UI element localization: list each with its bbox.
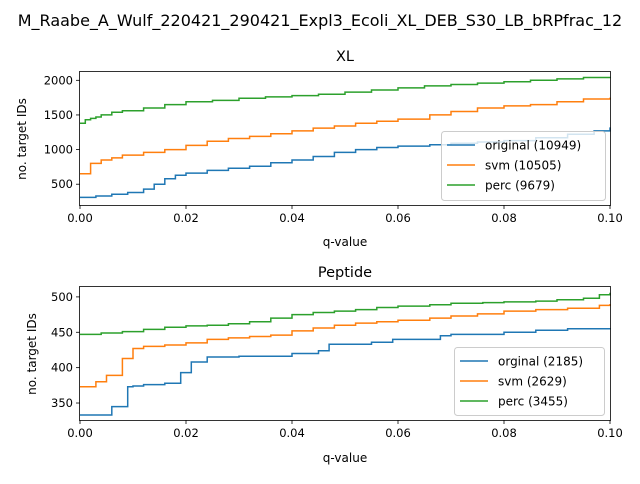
peptide-x-axis-label: q-value [323,451,367,465]
xl-ticks: 0.00 0.02 0.04 0.06 0.08 0.10 500 1000 1500 2000 [44,73,623,225]
xl-title: XL [336,49,354,65]
peptide-legend-label-perc: perc (3455) [498,395,568,409]
xl-x-tick-label: 0.06 [385,211,411,225]
peptide-x-tick-label: 0.08 [491,426,517,440]
xl-panel: XL 0.00 0.02 0.04 0.06 0.08 0.10 500 1000 1500 20… [15,49,623,249]
peptide-x-tick-label: 0.10 [597,426,623,440]
peptide-x-tick-label: 0.06 [385,426,411,440]
peptide-y-axis-label: no. target IDs [25,313,39,395]
peptide-series-line-svm [80,304,611,388]
xl-legend-box [441,131,606,201]
xl-x-tick-label: 0.08 [491,211,517,225]
peptide-legend: orginal (2185) svm (2629) perc (3455) [454,347,605,416]
peptide-series-line-original [80,327,611,416]
peptide-x-tick-label: 0.04 [279,426,305,440]
peptide-series-line-perc [80,292,611,336]
peptide-panel: Peptide 0.00 0.02 0.04 0.06 0.08 0.10 350 400 45… [25,265,623,465]
figure-title: M_Raabe_A_Wulf_220421_290421_Expl3_Ecoli… [18,11,622,31]
peptide-x-tick-label: 0.02 [173,426,199,440]
peptide-legend-box [454,347,605,416]
xl-legend-label-original: original (10949) [485,139,581,153]
xl-legend-label-perc: perc (9679) [485,179,555,193]
peptide-series-lines [80,292,611,416]
peptide-y-tick-label: 350 [51,396,73,410]
xl-axes-frame [79,71,611,206]
peptide-title: Peptide [318,265,372,281]
peptide-y-tick-label: 500 [51,290,73,304]
xl-y-tick-label: 1500 [44,108,73,122]
xl-x-tick-label: 0.02 [173,211,199,225]
xl-series-line-svm [80,97,611,175]
xl-x-tick-label: 0.04 [279,211,305,225]
peptide-legend-label-svm: svm (2629) [498,375,567,389]
peptide-y-tick-label: 450 [51,325,73,339]
xl-x-tick-label: 0.00 [67,211,93,225]
xl-series-line-perc [80,76,611,125]
xl-y-axis-label: no. target IDs [15,98,29,180]
peptide-x-tick-label: 0.00 [67,426,93,440]
peptide-legend-label-original: orginal (2185) [498,355,583,369]
xl-x-tick-label: 0.10 [597,211,623,225]
peptide-axes-frame [79,286,611,421]
xl-y-tick-label: 2000 [44,73,73,87]
peptide-y-tick-label: 400 [51,361,73,375]
xl-y-tick-label: 1000 [44,143,73,157]
peptide-ticks: 0.00 0.02 0.04 0.06 0.08 0.10 350 400 450 500 [51,290,623,440]
xl-legend-label-svm: svm (10505) [485,159,561,173]
xl-y-tick-label: 500 [51,177,73,191]
xl-legend: original (10949) svm (10505) perc (9679) [441,131,606,201]
xl-x-axis-label: q-value [323,235,367,249]
